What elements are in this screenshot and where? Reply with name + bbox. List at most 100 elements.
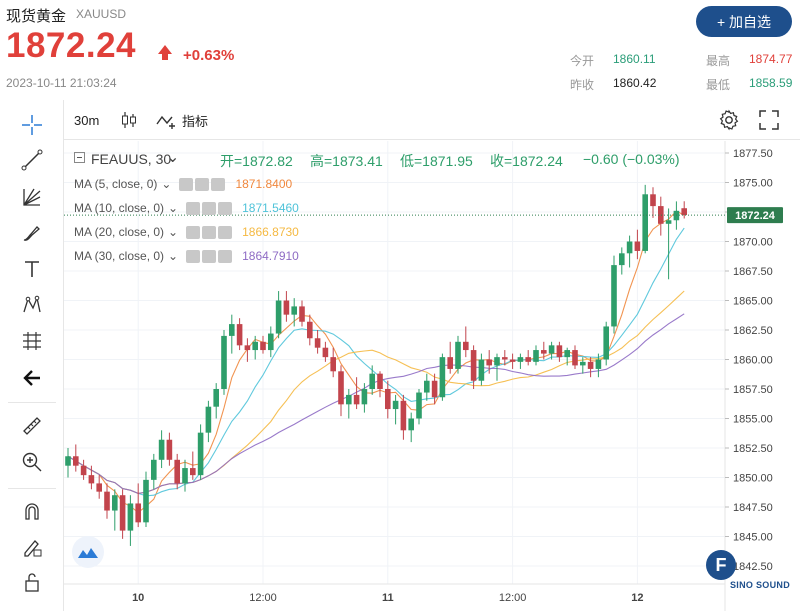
candle-body — [447, 357, 453, 369]
candle-body — [650, 194, 656, 207]
magnet-tool[interactable] — [19, 498, 45, 524]
ma-value: 1864.7910 — [242, 249, 299, 263]
zoom-in-icon — [22, 452, 42, 472]
y-tick-label: 1870.00 — [733, 237, 773, 249]
candle-body — [587, 361, 594, 369]
candle-body — [424, 380, 430, 393]
candle-type-button[interactable] — [120, 100, 138, 140]
ruler-tool[interactable] — [19, 413, 45, 439]
brush-tool[interactable] — [19, 220, 45, 246]
ma-controls[interactable] — [186, 249, 233, 263]
candle-body — [611, 265, 617, 327]
candle — [580, 357, 586, 374]
candle — [346, 389, 352, 419]
candle-body — [580, 361, 586, 366]
ma-label: MA (20, close, 0) — [74, 225, 165, 239]
candle — [665, 208, 672, 280]
trendline-tool[interactable] — [19, 147, 45, 173]
candle — [174, 453, 180, 490]
candle-body — [564, 350, 570, 358]
candle-body — [556, 345, 563, 358]
candle-body — [275, 300, 282, 334]
ma-legend-5[interactable]: MA (5, close, 0) ⌄ 1871.8400 — [74, 177, 293, 191]
ma-controls[interactable] — [186, 201, 233, 215]
candle-body — [283, 300, 290, 315]
candle — [634, 229, 641, 260]
candle-body — [299, 306, 305, 322]
candle — [377, 371, 383, 398]
candle — [322, 341, 329, 362]
candle — [541, 341, 547, 360]
ma-label: MA (10, close, 0) — [74, 201, 165, 215]
ma-line-30 — [67, 313, 685, 494]
candle — [619, 247, 625, 275]
pattern-tool[interactable] — [19, 292, 45, 318]
ma-legend-10[interactable]: MA (10, close, 0) ⌄ 1871.5460 — [74, 201, 299, 215]
candle-body — [151, 459, 157, 480]
stat-label-open: 今开 — [570, 54, 595, 68]
candle-body — [127, 503, 134, 531]
chart-legend — [74, 150, 91, 165]
prediction-tool[interactable] — [19, 328, 45, 354]
crosshair-tool[interactable] — [19, 112, 45, 138]
candle-body — [314, 338, 321, 348]
text-tool[interactable] — [19, 256, 45, 282]
candle — [213, 383, 219, 419]
y-tick-label: 1852.50 — [733, 443, 773, 455]
ma-line-5 — [67, 210, 685, 514]
candle-body — [392, 400, 399, 410]
candle-body — [119, 495, 126, 531]
y-tick-label: 1845.00 — [733, 532, 773, 544]
ma-controls[interactable] — [186, 225, 233, 239]
candle — [447, 341, 453, 374]
lock-drawing-tool[interactable] — [19, 534, 45, 560]
candle — [439, 353, 446, 401]
candle — [611, 255, 617, 334]
ma-legend-20[interactable]: MA (20, close, 0) ⌄ 1866.8730 — [74, 225, 299, 239]
x-tick-label: 11 — [382, 592, 394, 604]
candle-body — [595, 359, 602, 369]
tradingview-logo[interactable] — [72, 536, 104, 568]
zoom-tool[interactable] — [19, 449, 45, 475]
indicators-label: 指标 — [182, 113, 209, 129]
back-tool[interactable] — [19, 365, 45, 391]
indicators-button[interactable]: 指标 — [156, 100, 208, 140]
candle-body — [509, 359, 516, 362]
candle — [112, 489, 118, 531]
add-watchlist-button[interactable]: + 加自选 — [696, 6, 792, 37]
fib-tool[interactable] — [19, 184, 45, 210]
stat-value-prevclose: 1860.42 — [613, 76, 657, 90]
y-tick-label: 1867.50 — [733, 266, 773, 278]
ma-controls[interactable] — [179, 177, 226, 191]
candle — [338, 365, 344, 417]
crosshair-icon — [22, 115, 42, 135]
legend-high: 高=1873.41 — [310, 153, 383, 169]
y-tick-label: 1865.00 — [733, 296, 773, 308]
candle-body — [158, 439, 165, 460]
candle-body — [291, 306, 297, 315]
ma-value: 1866.8730 — [242, 225, 299, 239]
settings-button[interactable] — [718, 100, 740, 140]
collapse-legend-icon[interactable] — [74, 152, 85, 163]
candle-body — [502, 357, 508, 360]
candle-body — [665, 220, 672, 224]
legend-close: 收=1872.24 — [490, 153, 563, 169]
legend-chevron[interactable]: ⌄ — [166, 149, 180, 166]
candle-body — [400, 400, 407, 431]
fullscreen-button[interactable] — [758, 100, 780, 140]
candle — [626, 235, 633, 268]
interval-select[interactable]: 30m — [74, 112, 100, 128]
candle — [244, 338, 251, 362]
ruler-icon — [23, 417, 41, 435]
lock-tool[interactable] — [19, 569, 45, 595]
candle-body — [65, 456, 71, 466]
candle — [385, 380, 391, 419]
candle-body — [205, 406, 212, 433]
cloud-logo-icon — [78, 548, 98, 558]
candle — [190, 451, 196, 480]
candle-body — [197, 432, 204, 476]
candle-body — [486, 359, 492, 366]
ma-legend-30[interactable]: MA (30, close, 0) ⌄ 1864.7910 — [74, 249, 299, 263]
candle — [478, 353, 485, 386]
